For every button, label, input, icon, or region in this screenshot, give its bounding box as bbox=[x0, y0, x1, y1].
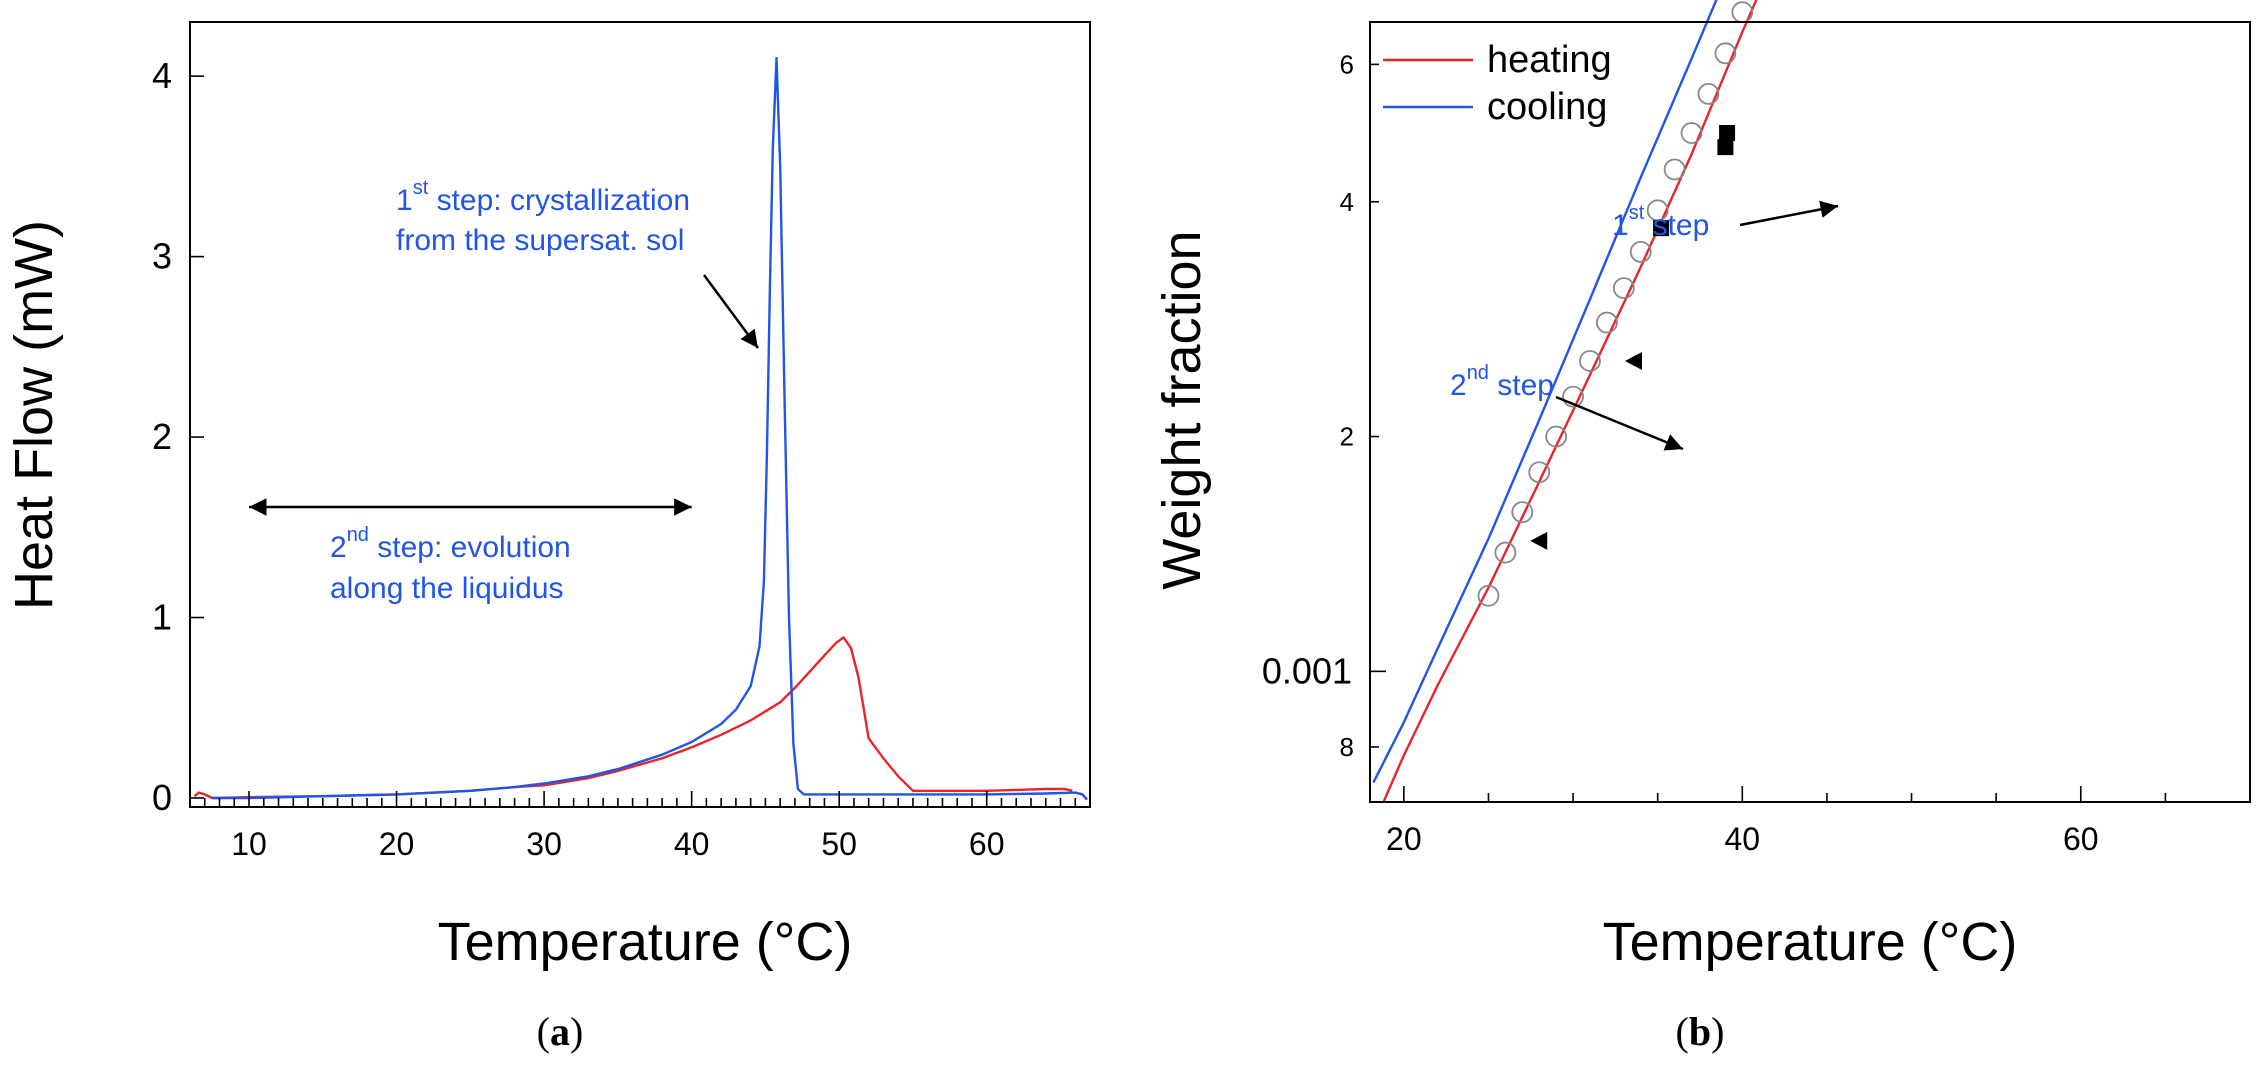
panel-b-step2-arrow bbox=[1555, 395, 1684, 451]
panel-b-triangle-point bbox=[1530, 531, 1548, 550]
panel-b-x-tick-label: 20 bbox=[1386, 821, 1422, 857]
panel-a-step1-text: step: crystallization bbox=[428, 184, 690, 217]
panel-b-cooling-curve bbox=[1372, 0, 1718, 784]
panel-a-y-tick-label: 1 bbox=[152, 597, 172, 638]
panel-b-square-point bbox=[1717, 139, 1734, 156]
panel-b-x-tick-label: 60 bbox=[2063, 821, 2099, 857]
panel-b-y-tick-label: 0.001 bbox=[1262, 650, 1352, 691]
panel-b-x-tick-label: 40 bbox=[1725, 821, 1761, 857]
panel-b-plot-frame bbox=[1369, 21, 2251, 803]
panel-a-cooling-curve bbox=[212, 56, 1088, 801]
panel-a-y-tick-label: 4 bbox=[152, 55, 172, 96]
panel-b-y-minor-tick-label: 6 bbox=[1340, 49, 1354, 79]
panel-a-caption: (a) bbox=[537, 1009, 584, 1054]
panel-a-data-layer bbox=[193, 56, 1088, 801]
panel-b-open-circle-point bbox=[1663, 158, 1686, 181]
panel-a-step2-annotation-line2: along the liquidus bbox=[330, 572, 564, 605]
panel-b-open-circle-point bbox=[1579, 350, 1601, 372]
panel-b-step2-text: step bbox=[1489, 369, 1554, 402]
panel-a-step1-number: 1 bbox=[396, 184, 413, 217]
panel-a-x-axis-title: Temperature (°C) bbox=[438, 912, 853, 972]
panel-a-step2-annotation: 2nd step: evolution bbox=[330, 524, 571, 564]
panel-b-y-minor-tick-label: 8 bbox=[1340, 732, 1354, 762]
panel-a-plot-frame bbox=[189, 21, 1091, 808]
panel-a: 10 20 30 40 50 60 0 1 2 3 4 Heat Flow (mW) Tempera… bbox=[4, 21, 1091, 1054]
panel-b-open-circle-point bbox=[1545, 425, 1568, 448]
panel-b-x-axis-title: Temperature (°C) bbox=[1603, 912, 2018, 972]
panel-b-open-circle-point bbox=[1714, 42, 1737, 65]
panel-a-step1-arrow bbox=[702, 274, 760, 349]
panel-a-y-tick-label: 2 bbox=[152, 416, 172, 457]
panel-b-caption-letter: b bbox=[1689, 1009, 1711, 1054]
panel-b-open-circle-point bbox=[1612, 277, 1635, 299]
panel-a-x-tick-label: 40 bbox=[674, 826, 710, 862]
panel-b-open-circle-point bbox=[1596, 311, 1618, 334]
panel-b-heating-curve bbox=[1382, 0, 1758, 803]
panel-b-square-point bbox=[1653, 220, 1670, 237]
panel-b-open-circle-point bbox=[1511, 501, 1534, 524]
panel-a-y-tick-label: 0 bbox=[152, 777, 172, 818]
panel-b-open-circle-point bbox=[1528, 461, 1551, 484]
panel-b-step1-text: step bbox=[1644, 209, 1709, 242]
panel-b-y-axis-title: Weight fraction bbox=[1152, 230, 1212, 589]
panel-b-step2-superscript: nd bbox=[1467, 362, 1489, 384]
panel-a-x-tick-label: 60 bbox=[969, 826, 1005, 862]
panel-b-step1-superscript: st bbox=[1629, 202, 1645, 224]
panel-a-step1-annotation-line2: from the supersat. sol bbox=[396, 224, 684, 257]
panel-b-step2-annotation: 2nd step bbox=[1450, 362, 1554, 402]
panel-b-step1-number: 1 bbox=[1612, 209, 1629, 242]
panel-a-x-tick-label: 10 bbox=[231, 826, 267, 862]
panel-a-step2-text: step: evolution bbox=[369, 531, 571, 564]
panel-b-open-circle-point bbox=[1680, 122, 1703, 144]
legend-heating-label: heating bbox=[1487, 39, 1612, 81]
panel-a-caption-letter: a bbox=[550, 1009, 570, 1054]
panel-b-open-circle-point bbox=[1477, 584, 1500, 607]
panel-b-open-circle-point bbox=[1494, 541, 1517, 564]
panel-b-open-circle-point bbox=[1731, 1, 1754, 24]
panel-b-step1-arrow bbox=[1739, 200, 1839, 227]
panel-b-y-minor-tick-label: 2 bbox=[1340, 422, 1354, 452]
panel-b-legend: heating cooling bbox=[1383, 39, 1612, 128]
panel-b-step1-annotation: 1st step bbox=[1612, 202, 1709, 242]
panel-a-x-tick-label: 20 bbox=[379, 826, 415, 862]
panel-b-step2-number: 2 bbox=[1450, 369, 1467, 402]
panel-a-heating-curve bbox=[193, 636, 1073, 800]
panel-a-step2-number: 2 bbox=[330, 531, 347, 564]
legend-cooling-label: cooling bbox=[1487, 86, 1607, 128]
panel-b-y-minor-tick-label: 4 bbox=[1340, 187, 1354, 217]
panel-b-square-point bbox=[1719, 125, 1736, 142]
panel-a-y-axis-title: Heat Flow (mW) bbox=[4, 220, 64, 610]
panel-b-open-circle-point bbox=[1562, 385, 1584, 408]
panel-a-x-tick-label: 50 bbox=[821, 826, 857, 862]
panel-b-data-layer bbox=[1372, 0, 1758, 803]
panel-a-step2-superscript: nd bbox=[347, 524, 369, 546]
panel-b-open-circle-point bbox=[1629, 240, 1652, 263]
panel-a-y-tick-label: 3 bbox=[152, 236, 172, 277]
panel-b-open-circle-point bbox=[1697, 82, 1720, 105]
panel-a-step1-annotation: 1st step: crystallization bbox=[396, 177, 690, 217]
panel-b-triangle-point bbox=[1625, 351, 1642, 370]
panel-a-step1-superscript: st bbox=[413, 177, 429, 199]
panel-a-x-tick-label: 30 bbox=[526, 826, 562, 862]
panel-a-ticks: 10 20 30 40 50 60 0 1 2 3 4 bbox=[152, 55, 1091, 862]
panel-b-caption: (b) bbox=[1676, 1009, 1725, 1054]
